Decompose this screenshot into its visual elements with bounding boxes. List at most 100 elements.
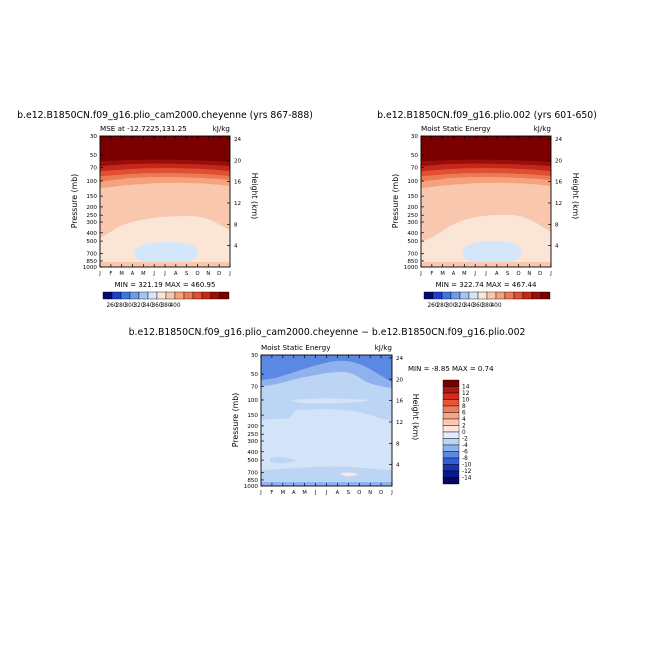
y-tick-label: 500 <box>247 458 258 464</box>
colorbar-label: 6 <box>462 411 466 417</box>
colorbar-swatch <box>174 291 185 300</box>
x-tick-label: F <box>430 271 433 277</box>
colorbar-swatch <box>504 291 515 300</box>
y-tick-label: 50 <box>90 153 98 159</box>
colorbar-label: 300 <box>124 303 135 309</box>
colorbar-swatch <box>102 291 113 300</box>
colorbar-swatch <box>540 291 551 300</box>
y-tick-label: 300 <box>86 220 97 226</box>
colorbar-label: -4 <box>462 443 468 449</box>
colorbar-swatch <box>477 291 488 300</box>
x-tick-label: J <box>549 271 552 277</box>
colorbar-label: -10 <box>462 463 472 469</box>
panel-2-ylabel-right: Height (km) <box>571 173 580 219</box>
y-tick-right-label: 12 <box>555 201 562 207</box>
colorbar-label: 8 <box>462 404 466 410</box>
colorbar-swatch <box>147 291 158 300</box>
y-tick-label: 250 <box>407 213 418 219</box>
colorbar-label: -6 <box>462 450 468 456</box>
x-tick-label: A <box>292 490 296 496</box>
colorbar-swatch <box>442 418 460 426</box>
colorbar-swatch <box>219 291 230 300</box>
y-tick-right-label: 12 <box>234 201 241 207</box>
x-tick-label: J <box>390 490 393 496</box>
panel-3-fill-top-darkest <box>261 355 392 382</box>
colorbar-swatch <box>531 291 542 300</box>
x-tick-label: J <box>325 490 328 496</box>
y-tick-label: 1000 <box>244 484 259 490</box>
colorbar-label: -14 <box>462 476 472 482</box>
x-tick-label: M <box>281 490 285 496</box>
panel-3-fill-band <box>290 398 370 404</box>
colorbar-label: 320 <box>133 303 144 309</box>
panel-1-field <box>100 136 230 267</box>
panel-2-title: b.e12.B1850CN.f09_g16.plio.002 (yrs 601-… <box>377 110 597 121</box>
x-tick-label: M <box>141 271 145 277</box>
colorbar-label: 260 <box>427 303 438 309</box>
y-tick-right-label: 12 <box>396 420 403 426</box>
y-tick-label: 850 <box>247 478 258 484</box>
x-tick-label: N <box>368 490 372 496</box>
y-tick-right-label: 24 <box>396 356 404 362</box>
y-tick-right-label: 8 <box>396 441 400 447</box>
x-tick-label: O <box>357 490 361 496</box>
y-tick-label: 30 <box>90 134 98 140</box>
colorbar-swatch <box>156 291 167 300</box>
colorbar-swatch <box>442 399 460 407</box>
panel-1-subtitle-left: MSE at -12.7225,131.25 <box>100 124 187 133</box>
x-tick-label: J <box>98 271 101 277</box>
colorbar-label: 380 <box>160 303 171 309</box>
y-tick-right-label: 16 <box>396 399 404 405</box>
panel-2-subtitle-left: Moist Static Energy <box>421 124 491 133</box>
panel-2-axes: J F M A M J J A S O N D J305070100150200250300400500… <box>404 134 563 277</box>
colorbar-swatch <box>468 291 479 300</box>
x-tick-label: J <box>419 271 422 277</box>
y-tick-right-label: 16 <box>234 180 242 186</box>
x-tick-label: N <box>206 271 210 277</box>
panel-2: b.e12.B1850CN.f09_g16.plio.002 (yrs 601-… <box>377 110 597 309</box>
y-tick-label: 300 <box>407 220 418 226</box>
colorbar-swatch <box>138 291 149 300</box>
colorbar-label: 2 <box>462 424 466 430</box>
panel-2-stats: MIN = 322.74 MAX = 467.44 <box>436 281 537 289</box>
x-tick-label: J <box>314 490 317 496</box>
y-tick-right-label: 24 <box>234 137 242 143</box>
colorbar-label: 280 <box>436 303 447 309</box>
y-tick-right-label: 4 <box>555 244 559 250</box>
y-tick-label: 30 <box>411 134 419 140</box>
x-tick-label: S <box>347 490 350 496</box>
colorbar-swatch <box>120 291 131 300</box>
colorbar-swatch <box>442 457 460 465</box>
x-tick-label: A <box>174 271 178 277</box>
y-tick-label: 150 <box>247 413 258 419</box>
y-tick-label: 150 <box>407 194 418 200</box>
panel-3-fill-mid-light <box>261 409 392 470</box>
panel-1: b.e12.B1850CN.f09_g16.plio_cam2000.cheye… <box>17 110 313 309</box>
colorbar-swatch <box>442 470 460 478</box>
colorbar-swatch <box>513 291 524 300</box>
x-tick-label: D <box>217 271 221 277</box>
y-tick-label: 400 <box>86 231 97 237</box>
panel-3-fill-low <box>270 457 296 464</box>
x-tick-label: A <box>495 271 499 277</box>
colorbar-label: 400 <box>169 303 180 309</box>
x-tick-label: D <box>379 490 383 496</box>
colorbar-label: -2 <box>462 437 468 443</box>
x-tick-label: M <box>462 271 466 277</box>
x-tick-label: J <box>484 271 487 277</box>
colorbar-swatch <box>441 291 452 300</box>
y-tick-label: 150 <box>86 194 97 200</box>
y-tick-label: 700 <box>86 252 97 258</box>
colorbar-swatch <box>210 291 221 300</box>
colorbar-label: 0 <box>462 430 466 436</box>
y-tick-label: 50 <box>251 372 259 378</box>
colorbar-swatch <box>442 444 460 452</box>
colorbar-swatch <box>442 392 460 400</box>
y-tick-right-label: 24 <box>555 137 563 143</box>
y-tick-label: 500 <box>407 239 418 245</box>
x-tick-label: M <box>302 490 306 496</box>
y-tick-label: 250 <box>86 213 97 219</box>
y-tick-label: 30 <box>251 353 259 359</box>
x-tick-label: F <box>109 271 112 277</box>
